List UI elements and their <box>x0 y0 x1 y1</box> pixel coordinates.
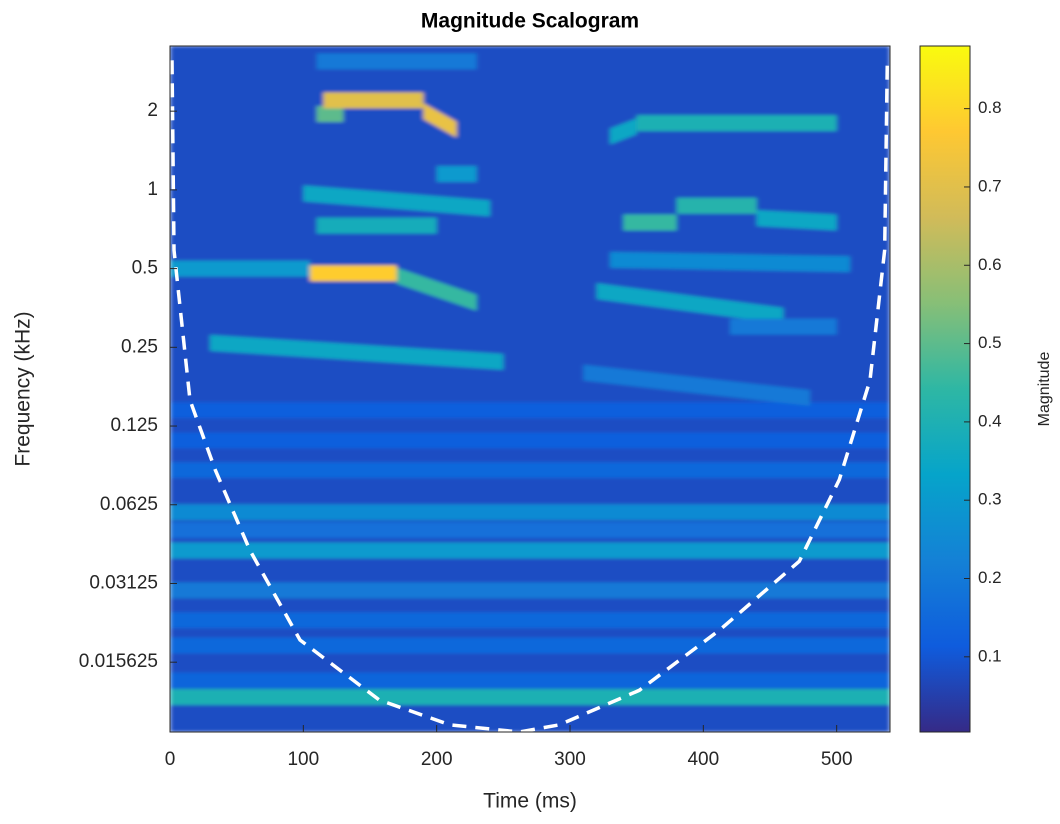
x-tick-label: 100 <box>287 749 319 770</box>
x-axis-label: Time (ms) <box>483 790 577 813</box>
y-tick-label: 1 <box>147 179 158 200</box>
colorbar-tick-label: 0.1 <box>978 646 1002 665</box>
colorbar-tick-label: 0.8 <box>978 98 1002 117</box>
x-tick-label: 200 <box>421 749 453 770</box>
heatmap-band <box>170 432 890 449</box>
heatmap-band <box>170 522 890 539</box>
y-tick-label: 0.015625 <box>79 651 158 672</box>
heatmap-band <box>170 582 890 599</box>
y-axis-label: Frequency (kHz) <box>12 311 35 466</box>
x-tick-label: 300 <box>554 749 586 770</box>
x-tick-label: 400 <box>687 749 719 770</box>
heatmap-band <box>676 197 757 214</box>
y-tick-label: 0.125 <box>110 415 158 436</box>
y-tick-label: 0.5 <box>132 258 158 279</box>
heatmap-band <box>310 265 397 282</box>
heatmap-band <box>210 334 504 370</box>
heatmap-band <box>436 166 477 183</box>
heatmap-band <box>316 217 437 234</box>
heatmap-band <box>596 283 784 324</box>
colorbar-tick-label: 0.4 <box>978 411 1002 430</box>
y-tick-label: 2 <box>147 100 158 121</box>
heatmap-band <box>316 106 344 123</box>
heatmap-band <box>730 318 837 335</box>
heatmap-band <box>303 185 490 217</box>
heatmap-band <box>170 504 890 521</box>
colorbar-tick-label: 0.5 <box>978 333 1002 352</box>
heatmap-band <box>396 267 477 311</box>
x-tick-label: 500 <box>821 749 853 770</box>
features <box>170 46 890 732</box>
heatmap-band <box>170 672 890 689</box>
colorbar-label: Magnitude <box>1036 352 1053 427</box>
x-tick-label: 0 <box>165 749 176 770</box>
colorbar-tick-label: 0.6 <box>978 255 1002 274</box>
plot-area <box>170 46 890 732</box>
chart-title: Magnitude Scalogram <box>421 10 639 33</box>
y-tick-label: 0.03125 <box>89 572 158 593</box>
heatmap-band <box>170 402 890 419</box>
heatmap-band <box>610 251 850 273</box>
heatmap-band <box>423 103 457 138</box>
colorbar <box>919 45 971 733</box>
heatmap-band <box>170 637 890 654</box>
colorbar-tick-label: 0.7 <box>978 176 1002 195</box>
heatmap-band <box>170 260 310 277</box>
colorbar-tick-label: 0.2 <box>978 568 1002 587</box>
axes-box <box>169 45 891 733</box>
heatmap-band <box>323 92 424 109</box>
heatmap-band <box>170 462 890 479</box>
heatmap-band <box>170 542 890 559</box>
heatmap-band <box>610 118 637 145</box>
heatmap-band <box>170 612 890 629</box>
y-tick-label: 0.0625 <box>100 494 158 515</box>
y-tick-label: 0.25 <box>121 336 158 357</box>
heatmap-band <box>636 115 837 132</box>
heatmap-band <box>583 364 810 407</box>
heatmap-band <box>316 53 477 70</box>
heatmap-band <box>623 214 677 231</box>
heatmap-band <box>756 210 837 231</box>
colorbar-tick-label: 0.3 <box>978 490 1002 509</box>
heatmap-band <box>170 689 890 706</box>
